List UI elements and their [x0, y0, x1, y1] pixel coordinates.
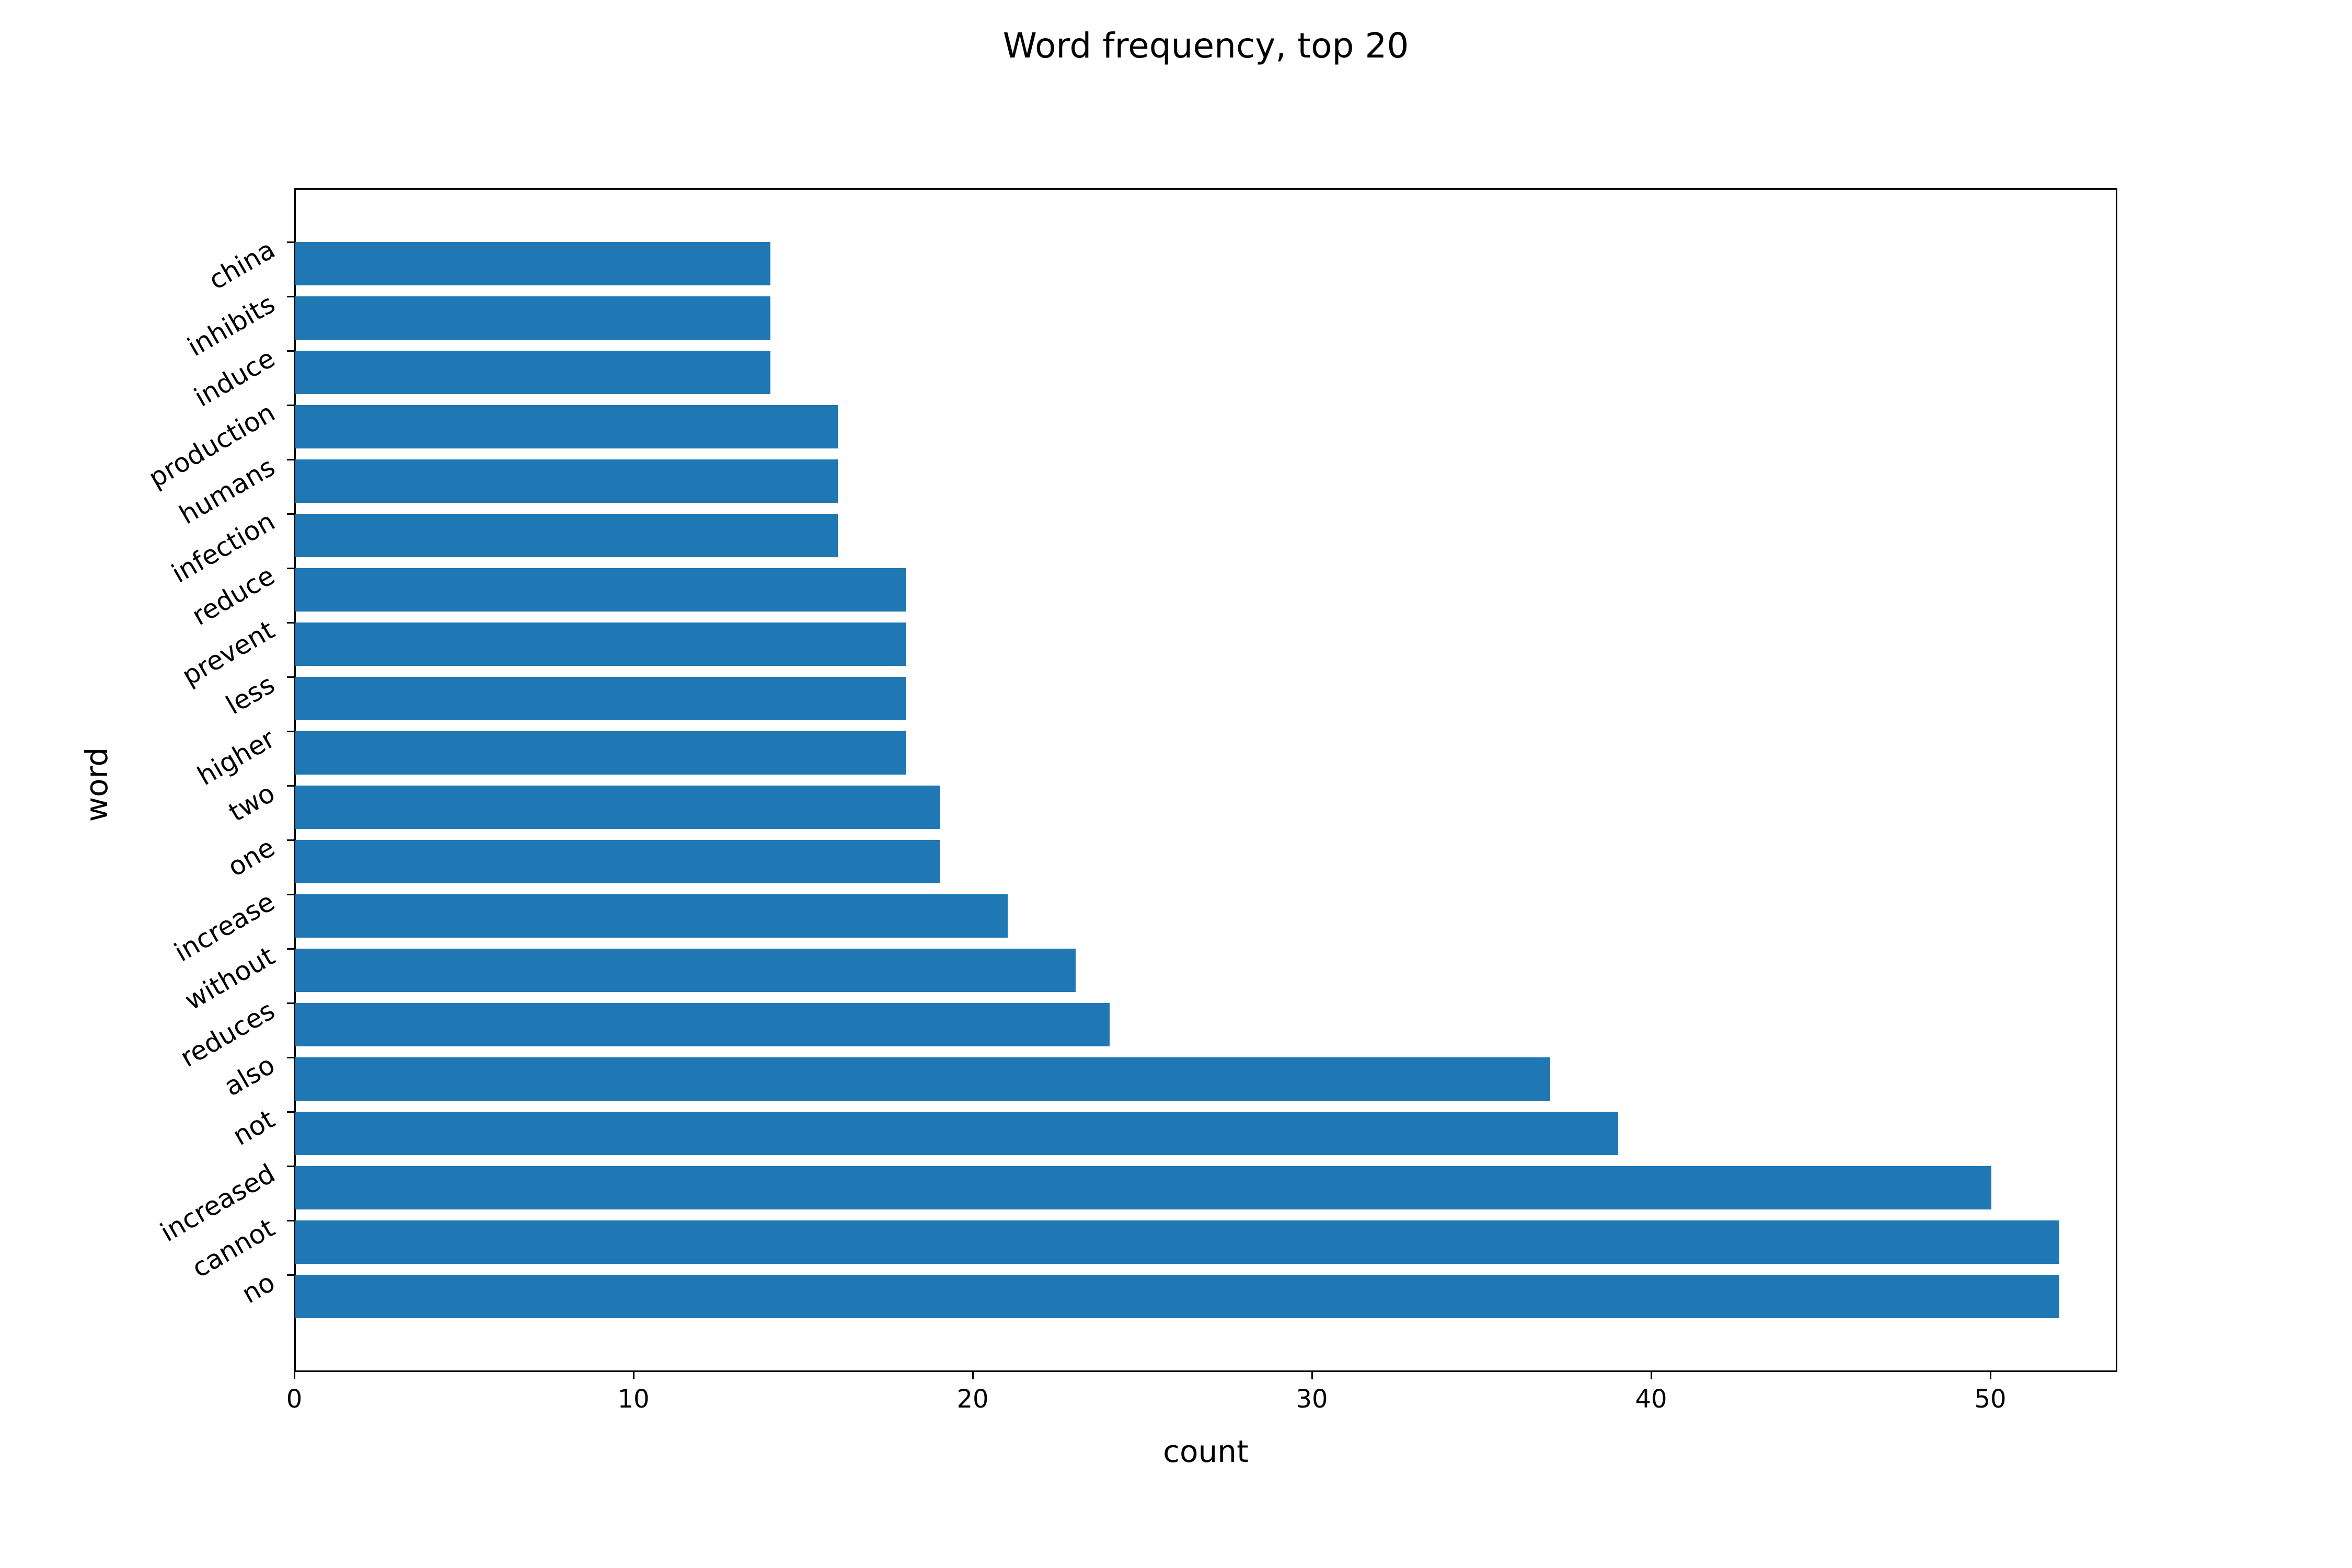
bar-no	[295, 1275, 2059, 1318]
x-tick-label: 10	[617, 1385, 650, 1414]
x-tick-label: 30	[1296, 1385, 1328, 1414]
y-tick-mark	[287, 241, 294, 243]
bar-not	[295, 1112, 1618, 1155]
y-tick-mark	[287, 405, 294, 406]
x-tick-mark	[1311, 1372, 1313, 1379]
y-tick-label: one	[222, 832, 280, 883]
y-tick-mark	[287, 948, 294, 950]
bar-cannot	[295, 1220, 2059, 1264]
bar-infection	[295, 514, 838, 557]
bar-two	[295, 786, 940, 829]
y-axis-label: word	[79, 747, 114, 822]
x-axis-label: count	[1163, 1434, 1249, 1469]
x-tick-mark	[972, 1372, 974, 1379]
bar-without	[295, 949, 1076, 992]
bar-production	[295, 405, 838, 448]
y-tick-mark	[287, 568, 294, 569]
bar-china	[295, 242, 770, 285]
x-tick-label: 20	[956, 1385, 989, 1414]
y-tick-mark	[287, 296, 294, 297]
bar-reduce	[295, 568, 906, 612]
y-tick-mark	[287, 731, 294, 732]
bar-also	[295, 1057, 1550, 1101]
y-tick-mark	[287, 513, 294, 515]
x-tick-label: 0	[286, 1385, 303, 1414]
y-tick-mark	[287, 1220, 294, 1221]
y-tick-label: less	[221, 668, 280, 721]
bar-inhibits	[295, 296, 770, 340]
x-tick-mark	[633, 1372, 635, 1379]
y-tick-mark	[287, 839, 294, 841]
bar-reduces	[295, 1003, 1110, 1046]
bar-induce	[295, 351, 770, 394]
chart-title: Word frequency, top 20	[1002, 26, 1409, 66]
y-tick-mark	[287, 785, 294, 787]
y-tick-mark	[287, 622, 294, 624]
y-tick-mark	[287, 350, 294, 352]
y-tick-label: no	[236, 1266, 280, 1310]
bar-humans	[295, 459, 838, 503]
y-tick-mark	[287, 1166, 294, 1167]
x-tick-mark	[1651, 1372, 1652, 1379]
bar-increase	[295, 894, 1008, 938]
y-tick-label: two	[223, 777, 280, 828]
x-tick-label: 40	[1635, 1385, 1667, 1414]
x-tick-mark	[294, 1372, 295, 1379]
y-tick-mark	[287, 1274, 294, 1276]
x-tick-label: 50	[1974, 1385, 2007, 1414]
y-tick-label: china	[203, 234, 280, 296]
y-tick-mark	[287, 1057, 294, 1058]
y-tick-label: not	[227, 1103, 280, 1152]
x-tick-mark	[1990, 1372, 1991, 1379]
bar-less	[295, 677, 906, 720]
bar-increased	[295, 1166, 1991, 1209]
bar-one	[295, 840, 940, 883]
bar-prevent	[295, 622, 906, 666]
y-tick-mark	[287, 1111, 294, 1113]
y-tick-mark	[287, 1002, 294, 1004]
y-tick-label: also	[218, 1049, 280, 1102]
y-tick-mark	[287, 459, 294, 460]
y-tick-mark	[287, 676, 294, 678]
bar-higher	[295, 731, 906, 775]
y-tick-mark	[287, 894, 294, 895]
